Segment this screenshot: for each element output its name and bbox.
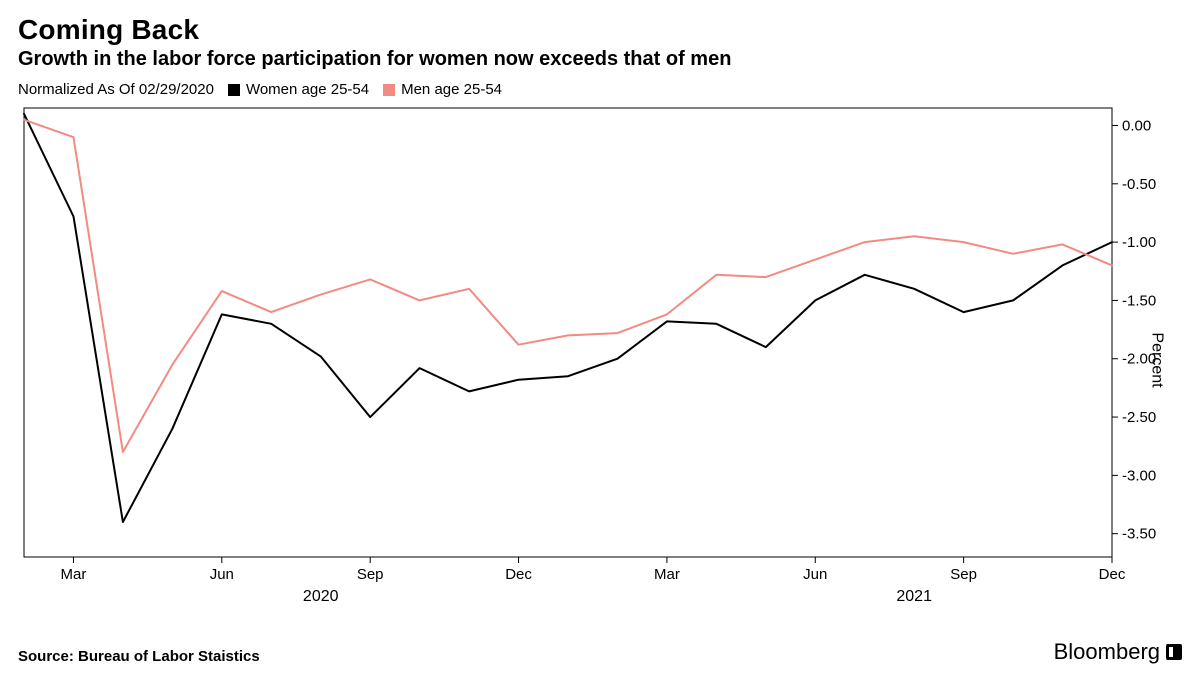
y-axis-label: Percent <box>1147 332 1165 387</box>
svg-text:-1.50: -1.50 <box>1122 292 1156 309</box>
svg-text:-3.50: -3.50 <box>1122 526 1156 543</box>
svg-text:Jun: Jun <box>803 566 827 583</box>
svg-text:-3.00: -3.00 <box>1122 467 1156 484</box>
svg-text:Sep: Sep <box>357 566 384 583</box>
svg-text:Sep: Sep <box>950 566 977 583</box>
svg-text:0.00: 0.00 <box>1122 117 1151 134</box>
chart-area: 0.00-0.50-1.00-1.50-2.00-2.50-3.00-3.50M… <box>18 102 1182 617</box>
brand-icon <box>1166 644 1182 660</box>
legend-label-women: Women age 25-54 <box>246 81 369 98</box>
svg-text:Jun: Jun <box>210 566 234 583</box>
line-chart-svg: 0.00-0.50-1.00-1.50-2.00-2.50-3.00-3.50M… <box>18 102 1182 617</box>
svg-text:Dec: Dec <box>505 566 532 583</box>
chart-subtitle: Growth in the labor force participation … <box>18 48 1182 71</box>
legend-item-men: Men age 25-54 <box>383 81 502 98</box>
svg-text:2020: 2020 <box>303 588 339 605</box>
svg-text:Mar: Mar <box>654 566 680 583</box>
chart-container: Coming Back Growth in the labor force pa… <box>0 0 1200 675</box>
svg-text:Mar: Mar <box>61 566 87 583</box>
legend-item-women: Women age 25-54 <box>228 81 369 98</box>
brand-text: Bloomberg <box>1054 639 1160 665</box>
brand: Bloomberg <box>1054 639 1182 665</box>
svg-text:-2.50: -2.50 <box>1122 409 1156 426</box>
legend: Normalized As Of 02/29/2020 Women age 25… <box>18 81 1182 98</box>
svg-text:2021: 2021 <box>896 588 932 605</box>
legend-note: Normalized As Of 02/29/2020 <box>18 81 214 98</box>
svg-text:-0.50: -0.50 <box>1122 176 1156 193</box>
footer: Source: Bureau of Labor Staistics Bloomb… <box>18 639 1182 665</box>
svg-text:-1.00: -1.00 <box>1122 234 1156 251</box>
legend-label-men: Men age 25-54 <box>401 81 502 98</box>
svg-text:Dec: Dec <box>1099 566 1126 583</box>
source-text: Source: Bureau of Labor Staistics <box>18 648 260 665</box>
legend-swatch-women <box>228 84 240 96</box>
legend-swatch-men <box>383 84 395 96</box>
chart-title: Coming Back <box>18 14 1182 46</box>
